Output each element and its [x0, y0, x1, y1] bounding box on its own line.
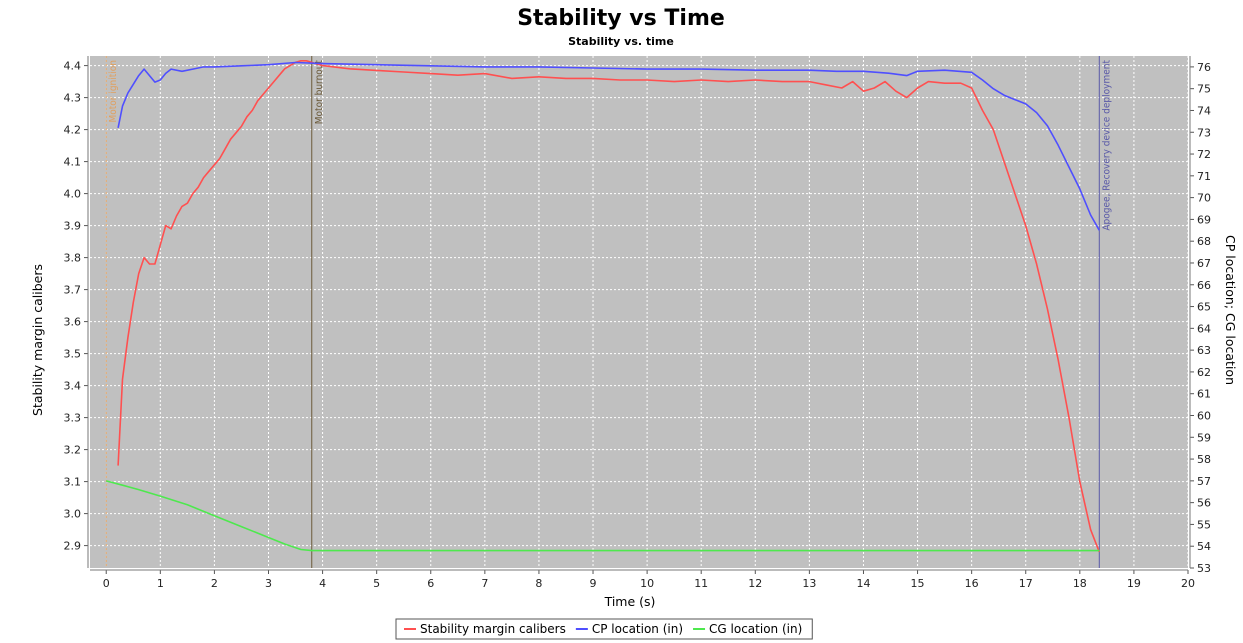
event-marker-label: Apogee, Recovery device deployment	[1101, 60, 1112, 231]
series-line	[117, 61, 1100, 231]
y-right-tick-label: 54	[1197, 540, 1211, 553]
legend-entry: CG location (in)	[709, 622, 802, 636]
y-left-tick-label: 4.3	[64, 92, 82, 105]
y-left-tick-label: 3.9	[64, 220, 82, 233]
y-left-tick-label: 3.2	[64, 444, 82, 457]
y-right-tick-label: 66	[1197, 279, 1211, 292]
y-left-tick-label: 2.9	[64, 540, 82, 553]
y-right-tick-label: 62	[1197, 366, 1211, 379]
x-tick-label: 4	[319, 577, 326, 590]
y-right-tick-label: 63	[1197, 344, 1211, 357]
x-tick-label: 15	[911, 577, 925, 590]
chart-subtitle: Stability vs. time	[568, 35, 674, 48]
x-tick-label: 1	[157, 577, 164, 590]
y-left-tick-label: 3.3	[64, 412, 82, 425]
y-left-tick-label: 3.1	[64, 476, 82, 489]
y-right-tick-label: 59	[1197, 431, 1211, 444]
y-right-tick-label: 65	[1197, 301, 1211, 314]
legend-entry: CP location (in)	[592, 622, 683, 636]
y-right-tick-label: 61	[1197, 388, 1211, 401]
x-tick-label: 2	[211, 577, 218, 590]
y-right-tick-label: 55	[1197, 518, 1211, 531]
y-left-tick-label: 3.7	[64, 284, 82, 297]
chart-title: Stability vs Time	[517, 6, 725, 31]
y-right-tick-label: 75	[1197, 83, 1211, 96]
y-right-tick-label: 68	[1197, 235, 1211, 248]
series-line	[117, 59, 1101, 553]
series-lines	[105, 59, 1101, 553]
legend: Stability margin calibers CP location (in…	[395, 618, 813, 640]
event-marker-label: Motor burnout	[314, 60, 325, 125]
x-tick-label: 0	[103, 577, 110, 590]
legend-box	[395, 618, 813, 640]
x-axis-label: Time (s)	[604, 594, 656, 609]
y-right-tick-label: 73	[1197, 126, 1211, 139]
gridlines	[90, 56, 1189, 568]
x-tick-label: 19	[1127, 577, 1141, 590]
x-tick-label: 11	[694, 577, 708, 590]
y-right-tick-label: 71	[1197, 170, 1211, 183]
y-right-tick-label: 69	[1197, 213, 1211, 226]
y-right-tick-label: 72	[1197, 148, 1211, 161]
x-tick-label: 14	[856, 577, 870, 590]
y-left-tick-label: 3.4	[64, 380, 82, 393]
legend-entry: Stability margin calibers	[420, 622, 566, 636]
x-tick-label: 8	[535, 577, 542, 590]
x-tick-label: 13	[802, 577, 816, 590]
event-markers: Motor ignition Motor burnout Apogee, Recov…	[105, 56, 1112, 568]
y-right-tick-label: 53	[1197, 562, 1211, 575]
y-left-tick-label: 4.2	[64, 124, 82, 137]
series-line	[105, 480, 1100, 552]
y-left-tick-label: 4.1	[64, 156, 82, 169]
y-right-tick-label: 74	[1197, 104, 1211, 117]
y-axis-right-label: CP location; CG location	[1223, 235, 1238, 385]
y-left-tick-label: 3.6	[64, 316, 82, 329]
y-left-tick-label: 4.0	[64, 188, 82, 201]
y-left-tick-label: 3.5	[64, 348, 82, 361]
x-tick-label: 5	[373, 577, 380, 590]
x-tick-label: 12	[748, 577, 762, 590]
y-right-tick-label: 58	[1197, 453, 1211, 466]
x-tick-label: 6	[427, 577, 434, 590]
x-tick-label: 10	[640, 577, 654, 590]
y-right-tick-label: 64	[1197, 322, 1211, 335]
y-right-tick-label: 76	[1197, 61, 1211, 74]
axes: 0 1 2 3 4 5 6 7 8 9 10 11 12 13 14 15 16 17 18 19 202.93.03.…	[64, 56, 1211, 590]
y-left-tick-label: 3.8	[64, 252, 82, 265]
x-tick-label: 3	[265, 577, 272, 590]
y-right-tick-label: 60	[1197, 409, 1211, 422]
x-tick-label: 18	[1073, 577, 1087, 590]
y-right-tick-label: 67	[1197, 257, 1211, 270]
x-tick-label: 7	[481, 577, 488, 590]
y-right-tick-label: 70	[1197, 192, 1211, 205]
y-left-tick-label: 3.0	[64, 508, 82, 521]
y-axis-left-label: Stability margin calibers	[30, 264, 45, 416]
y-left-tick-label: 4.4	[64, 60, 82, 73]
x-tick-label: 20	[1181, 577, 1195, 590]
event-marker-label: Motor ignition	[108, 60, 119, 123]
y-right-tick-label: 56	[1197, 497, 1211, 510]
x-tick-label: 16	[965, 577, 979, 590]
x-tick-label: 9	[590, 577, 597, 590]
plot-area	[90, 56, 1188, 568]
y-right-tick-label: 57	[1197, 475, 1211, 488]
x-tick-label: 17	[1019, 577, 1033, 590]
